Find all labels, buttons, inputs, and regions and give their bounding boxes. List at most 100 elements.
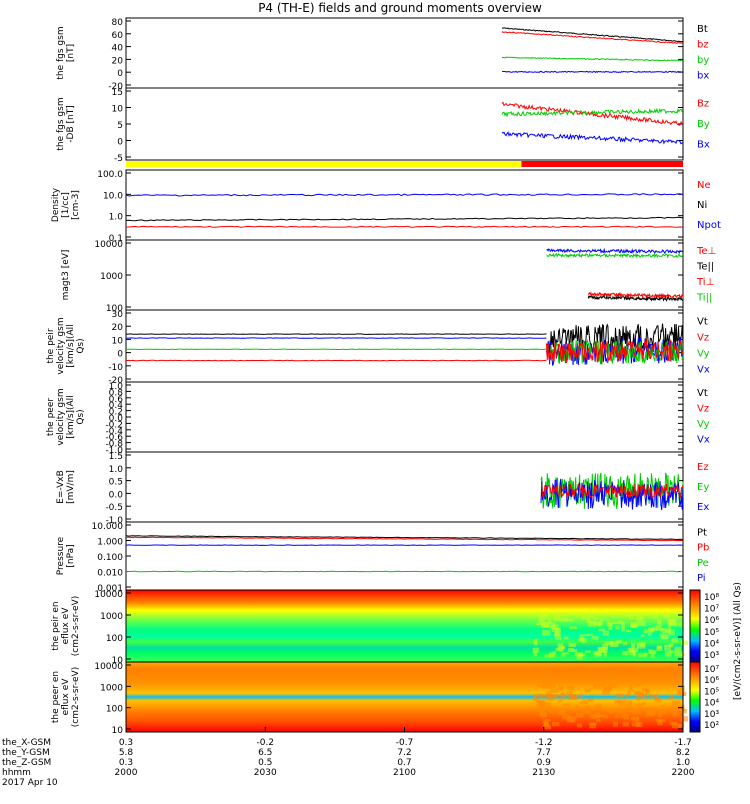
panel-frame-8 xyxy=(126,522,683,590)
x-tick-label: 5.8 xyxy=(119,748,134,758)
spectrogram-noise xyxy=(583,700,588,704)
spectrogram-noise xyxy=(677,690,681,696)
spectrogram-noise xyxy=(563,704,570,707)
x-axis-row-label: the_Z-GSM xyxy=(2,758,51,768)
y-axis-label: eflux eV xyxy=(61,678,71,716)
spectrogram-noise xyxy=(587,634,593,636)
y-tick-label: 40 xyxy=(112,44,124,54)
spectrogram-noise xyxy=(596,719,601,722)
spectrogram-noise xyxy=(671,695,674,698)
colorbar-tick-label: 10⁴ xyxy=(704,639,719,649)
spectrogram-noise xyxy=(569,696,572,698)
spectrogram-noise xyxy=(555,694,559,697)
spectrogram-noise xyxy=(551,685,556,688)
legend-entry: Ti|| xyxy=(696,293,712,304)
y-axis-label: [mV/m] xyxy=(66,470,76,504)
spectrogram-noise xyxy=(644,629,653,634)
spectrogram-noise xyxy=(583,711,591,714)
spectrogram-noise xyxy=(616,694,623,697)
spectrogram-noise xyxy=(554,634,561,637)
y-axis-label: the peer en xyxy=(51,671,61,723)
y-tick-label: 1000 xyxy=(100,683,123,693)
status-bar-segment xyxy=(126,161,521,167)
spectrogram-noise xyxy=(572,649,577,652)
legend-entry: Ne xyxy=(697,180,711,191)
y-axis-label: Qs) xyxy=(76,338,86,353)
spectrogram-noise xyxy=(533,639,538,644)
spectrogram-noise xyxy=(673,711,677,716)
spectrogram-noise xyxy=(620,716,623,718)
y-axis-label: (cm2-s-sr-eV) xyxy=(71,596,81,656)
spectrogram-noise xyxy=(542,630,550,636)
y-axis-label: [nT] xyxy=(66,44,76,62)
legend-entry: Vy xyxy=(697,419,710,430)
y-tick-label: -5 xyxy=(114,154,123,164)
y-tick-label: 1000 xyxy=(100,272,123,282)
spectrogram-noise xyxy=(674,647,681,651)
y-axis-label: Density xyxy=(51,187,61,222)
spectrogram-noise xyxy=(555,637,561,640)
panel-frame-0 xyxy=(126,18,683,88)
series-line-bz xyxy=(502,32,683,44)
x-axis-row-label: hhmm xyxy=(2,768,31,778)
legend-entry: Pt xyxy=(697,528,707,539)
x-tick-label: -1.2 xyxy=(535,738,553,748)
spectrogram-noise xyxy=(598,622,602,626)
spectrogram-noise xyxy=(658,622,661,626)
spectrogram-noise xyxy=(626,706,633,712)
x-tick-label: 0.7 xyxy=(397,758,411,768)
y-tick-label: 100 xyxy=(106,705,123,715)
y-tick-label: 10000 xyxy=(94,590,123,600)
date-label: 2017 Apr 10 xyxy=(2,778,58,788)
spectrogram-noise xyxy=(593,652,601,655)
y-axis-label: [1/cc] xyxy=(61,192,71,218)
spectrogram-noise xyxy=(586,619,591,623)
y-axis-label: [km/s](All xyxy=(66,395,76,438)
colorbar-tick-label: 10³ xyxy=(704,710,719,720)
panel-frame-3 xyxy=(126,170,683,240)
spectrogram-noise xyxy=(562,646,566,650)
y-tick-label: 60 xyxy=(112,31,124,41)
spectrogram-noise xyxy=(569,643,576,647)
y-tick-label: 10.0 xyxy=(103,191,123,201)
spectrogram-noise xyxy=(638,653,647,657)
colorbar-tick-label: 10⁵ xyxy=(704,687,719,697)
colorbar-tick-label: 10⁶ xyxy=(704,676,719,686)
legend-entry: By xyxy=(697,119,710,130)
x-axis-row-label: the_X-GSM xyxy=(2,738,51,748)
legend-entry: Pi xyxy=(697,573,706,584)
y-tick-label: 10.000 xyxy=(92,522,124,532)
series-line-Vx xyxy=(126,338,547,339)
spectrogram-noise xyxy=(567,686,575,690)
spectrogram-noise xyxy=(585,651,591,653)
spectrogram-noise xyxy=(664,614,670,617)
spectrogram-noise xyxy=(550,625,558,630)
y-tick-label: 10 xyxy=(112,105,124,115)
legend-entry: Vz xyxy=(697,404,709,415)
spectrogram-noise xyxy=(570,626,577,629)
spectrogram-noise xyxy=(558,708,566,714)
x-tick-label: -0.7 xyxy=(396,738,414,748)
colorbar-tick-label: 10⁶ xyxy=(704,616,719,626)
colorbar xyxy=(690,590,700,662)
y-axis-label: Pressure xyxy=(56,536,66,575)
spectrogram-noise xyxy=(604,651,607,656)
colorbar-tick-label: 10⁷ xyxy=(704,665,719,675)
legend-entry: Vx xyxy=(697,364,710,375)
spectrogram-noise xyxy=(632,709,640,714)
spectrogram-noise xyxy=(603,631,609,636)
x-tick-label: 2130 xyxy=(532,768,555,778)
y-tick-label: 1.000 xyxy=(97,538,123,548)
series-line-bx xyxy=(502,71,683,72)
legend-entry: Ni xyxy=(697,200,707,211)
series-line-Vz xyxy=(126,360,547,361)
spectrogram-noise xyxy=(579,694,583,698)
spectrogram-noise xyxy=(533,695,537,699)
y-tick-label: 10 xyxy=(112,726,124,736)
spectrogram-noise xyxy=(628,614,633,619)
legend-entry: bx xyxy=(697,71,709,82)
spectrogram-noise xyxy=(550,706,558,710)
colorbar-tick-label: 10⁸ xyxy=(704,593,719,603)
legend-entry: Ey xyxy=(697,482,709,493)
spectrogram-noise xyxy=(548,618,551,624)
